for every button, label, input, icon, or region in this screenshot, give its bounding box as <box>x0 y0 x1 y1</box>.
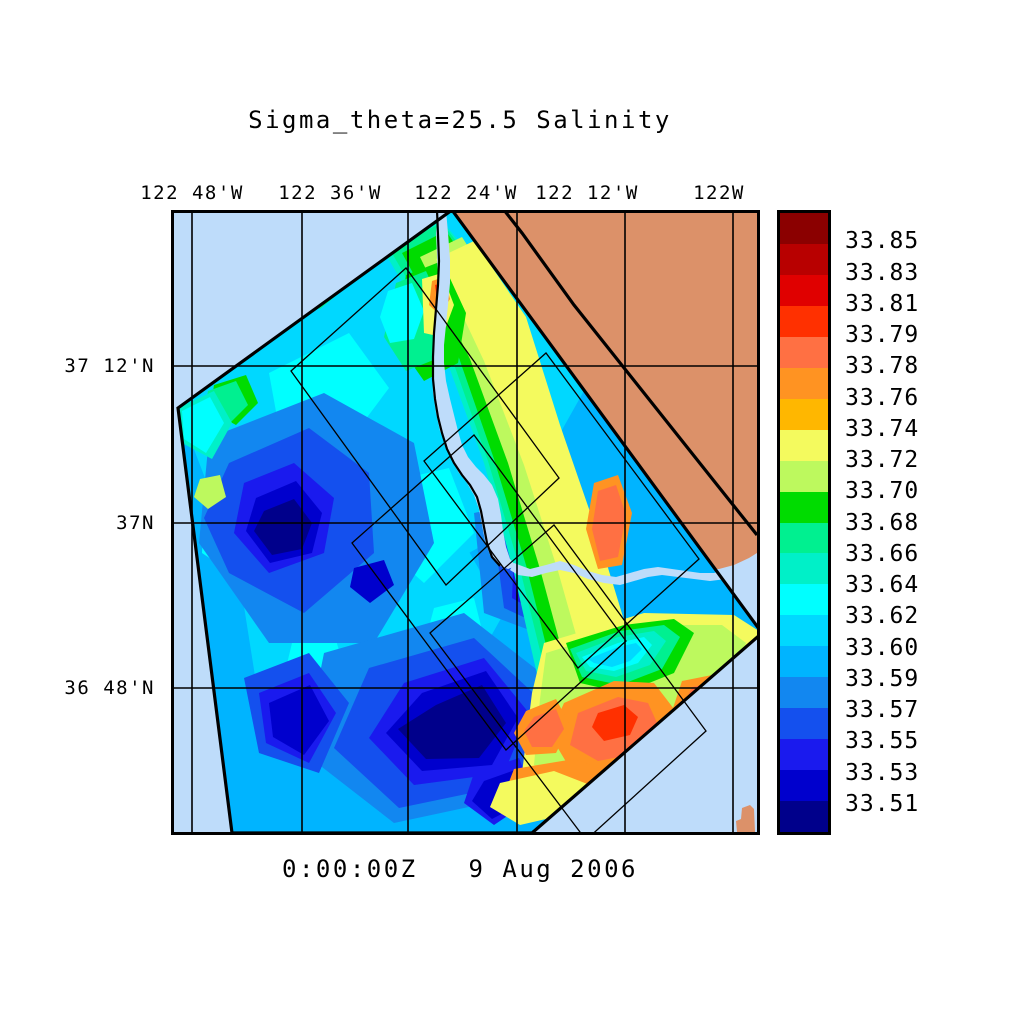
page-title: Sigma_theta=25.5 Salinity <box>248 106 672 134</box>
colorbar-tick-18: 33.51 <box>845 790 920 817</box>
colorbar-band-13 <box>780 615 828 647</box>
lon-tick-label-3: 122 12'W <box>535 182 639 204</box>
lon-tick-label-0: 122 48'W <box>140 182 244 204</box>
colorbar-band-7 <box>780 429 828 461</box>
colorbar-tick-11: 33.64 <box>845 572 920 598</box>
colorbar-labels: 33.85 33.83 33.81 33.79 33.78 33.76 33.7… <box>845 210 975 835</box>
lat-tick-label-0: 37 12'N <box>64 355 155 377</box>
lat-tick-label-2: 36 48'N <box>64 677 155 699</box>
lat-tick-label-1: 37N <box>116 512 155 534</box>
model-domain-nest-3 <box>351 434 627 751</box>
model-domain-nest-2 <box>423 352 700 669</box>
lon-tick-label-2: 122 24'W <box>414 182 518 204</box>
model-domain-nest-1 <box>290 267 560 586</box>
colorbar-band-6 <box>780 398 828 430</box>
colorbar-tick-8: 33.70 <box>845 478 920 505</box>
colorbar-tick-12: 33.62 <box>845 603 920 630</box>
colorbar-tick-3: 33.79 <box>845 322 920 348</box>
colorbar-band-9 <box>780 491 828 523</box>
colorbar <box>777 210 831 835</box>
model-domain-outer <box>176 213 757 832</box>
salinity-contour-map <box>174 213 757 832</box>
colorbar-band-11 <box>780 553 828 585</box>
colorbar-tick-10: 33.66 <box>845 540 920 567</box>
colorbar-tick-1: 33.83 <box>845 259 920 286</box>
timestamp-label: 0:00:00Z 9 Aug 2006 <box>282 855 638 883</box>
colorbar-band-15 <box>780 677 828 709</box>
colorbar-tick-9: 33.68 <box>845 509 920 536</box>
graticule <box>174 213 757 832</box>
colorbar-band-3 <box>780 305 828 337</box>
colorbar-band-1 <box>780 243 828 275</box>
colorbar-tick-2: 33.81 <box>845 290 920 317</box>
colorbar-band-8 <box>780 460 828 492</box>
colorbar-band-4 <box>780 336 828 368</box>
colorbar-band-2 <box>780 274 828 306</box>
coastline <box>431 213 501 567</box>
colorbar-band-10 <box>780 522 828 554</box>
colorbar-tick-16: 33.55 <box>845 728 920 755</box>
colorbar-tick-7: 33.72 <box>845 447 920 473</box>
colorbar-band-0 <box>780 213 828 244</box>
colorbar-band-12 <box>780 584 828 616</box>
colorbar-band-17 <box>780 739 828 771</box>
colorbar-tick-13: 33.60 <box>845 634 920 661</box>
colorbar-band-14 <box>780 646 828 678</box>
colorbar-band-19 <box>780 801 828 833</box>
map-plot-area[interactable] <box>171 210 760 835</box>
colorbar-tick-17: 33.53 <box>845 759 920 786</box>
colorbar-band-16 <box>780 708 828 740</box>
colorbar-tick-5: 33.76 <box>845 384 920 411</box>
colorbar-tick-0: 33.85 <box>845 228 920 255</box>
colorbar-tick-14: 33.59 <box>845 665 920 692</box>
lon-tick-label-1: 122 36'W <box>278 182 382 204</box>
colorbar-tick-4: 33.78 <box>845 353 920 380</box>
colorbar-tick-15: 33.57 <box>845 697 920 723</box>
colorbar-band-5 <box>780 367 828 399</box>
domain-boundary-inland <box>504 213 757 536</box>
model-domain-nest-4 <box>429 524 707 832</box>
colorbar-tick-6: 33.74 <box>845 415 920 442</box>
lon-tick-label-4: 122W <box>693 182 745 204</box>
nearshore-mask <box>432 213 757 585</box>
colorbar-band-18 <box>780 770 828 802</box>
